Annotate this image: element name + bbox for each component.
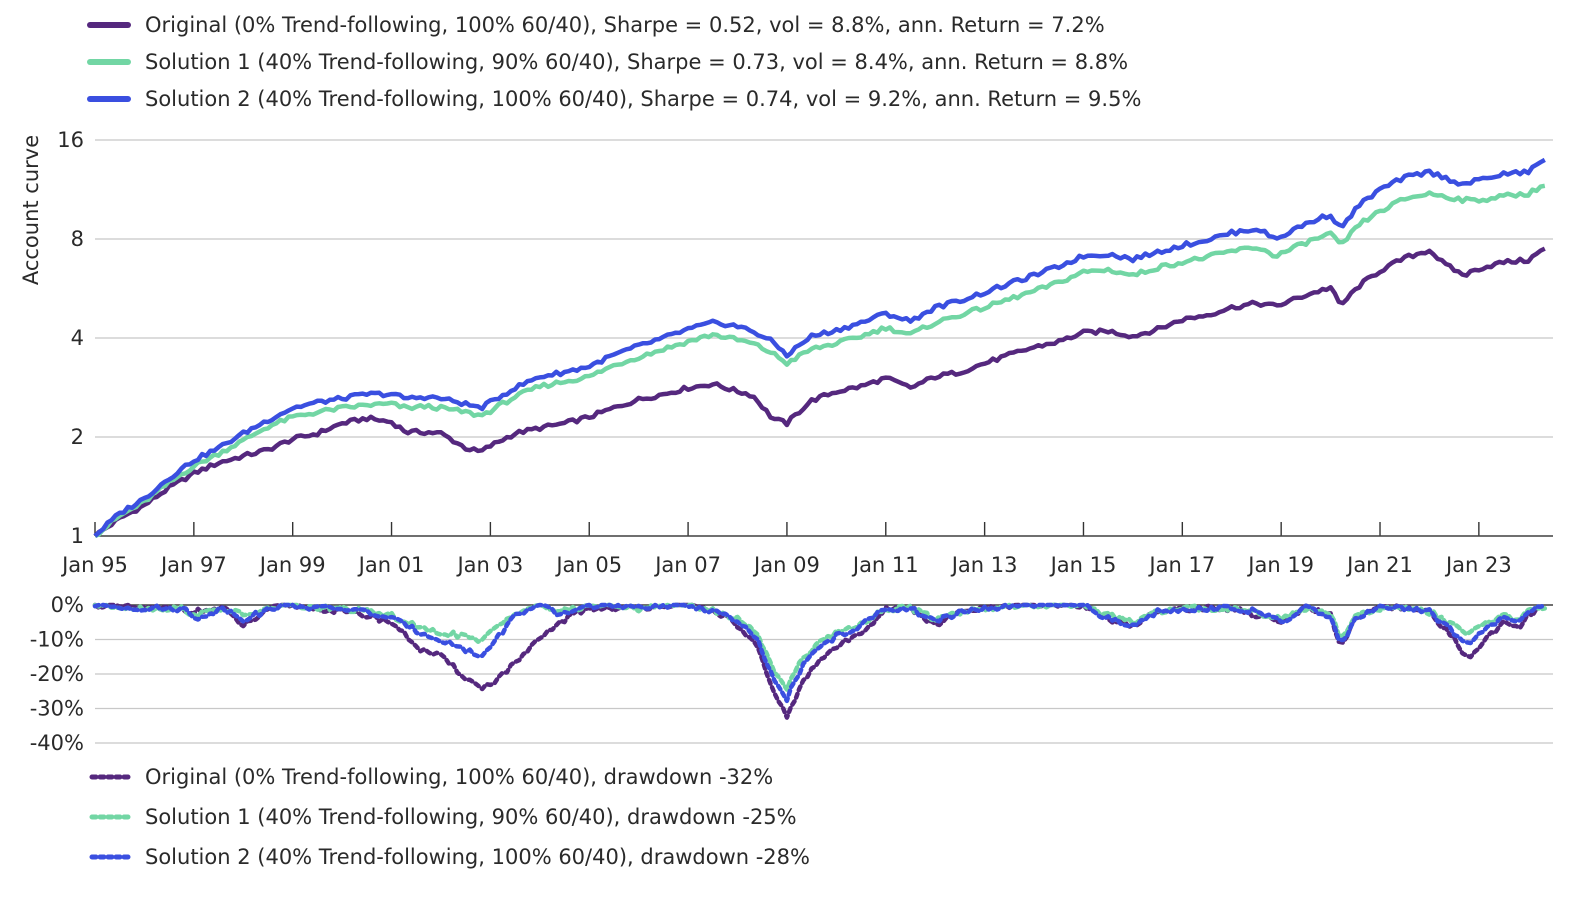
bottom-y-tick-5: -40%	[30, 731, 84, 755]
x-tick-4: Jan 01	[357, 553, 425, 577]
top-legend: Original (0% Trend-following, 100% 60/40…	[87, 13, 1141, 111]
top-series-line-2	[94, 183, 1546, 539]
top-gridlines	[95, 139, 1553, 537]
top-y-tick-8: 8	[71, 227, 84, 251]
bottom-y-tick-4: -30%	[30, 697, 84, 721]
x-tick-13: Jan 19	[1246, 553, 1314, 577]
bottom-y-tick-2: -10%	[30, 628, 84, 652]
top-y-tick-1: 1	[71, 524, 84, 548]
top-y-tick-16: 16	[57, 128, 84, 152]
bottom-legend-label-2: Solution 1 (40% Trend-following, 90% 60/…	[145, 805, 797, 829]
bottom-y-tick-1: 0%	[51, 593, 84, 617]
top-series-line-1	[93, 246, 1546, 538]
x-tick-14: Jan 21	[1345, 553, 1413, 577]
x-tick-9: Jan 11	[851, 553, 919, 577]
x-tick-8: Jan 09	[752, 553, 820, 577]
top-legend-label-1: Original (0% Trend-following, 100% 60/40…	[145, 13, 1105, 37]
bottom-y-tick-3: -20%	[30, 662, 84, 686]
top-y-tick-4: 4	[71, 326, 84, 350]
bottom-legend-label-1: Original (0% Trend-following, 100% 60/40…	[145, 765, 773, 789]
bottom-y-tick-labels: 0% -10% -20% -30% -40%	[30, 593, 84, 755]
top-legend-label-2: Solution 1 (40% Trend-following, 90% 60/…	[145, 50, 1128, 74]
x-tick-6: Jan 05	[554, 553, 622, 577]
bottom-series-line-1	[92, 602, 1548, 720]
x-tick-11: Jan 15	[1049, 553, 1117, 577]
bottom-series-lines	[92, 602, 1548, 720]
x-tick-7: Jan 07	[653, 553, 721, 577]
bottom-legend-label-3: Solution 2 (40% Trend-following, 100% 60…	[145, 845, 810, 869]
bottom-series-line-3	[92, 602, 1548, 704]
x-tick-2: Jan 97	[159, 553, 227, 577]
x-tick-15: Jan 23	[1444, 553, 1512, 577]
x-tick-3: Jan 99	[258, 553, 326, 577]
top-series-lines	[93, 157, 1546, 539]
bottom-legend: Original (0% Trend-following, 100% 60/40…	[89, 765, 810, 869]
top-legend-label-3: Solution 2 (40% Trend-following, 100% 60…	[145, 87, 1141, 111]
x-tick-12: Jan 17	[1147, 553, 1215, 577]
top-series-line-3	[93, 157, 1546, 538]
x-tick-5: Jan 03	[455, 553, 523, 577]
top-y-tick-2: 2	[71, 425, 84, 449]
x-tick-1: Jan 95	[60, 553, 128, 577]
x-tick-10: Jan 13	[950, 553, 1018, 577]
top-y-tick-labels: 1 2 4 8 16	[57, 128, 84, 548]
top-y-axis-title: Account curve	[19, 135, 43, 285]
x-tick-labels: Jan 95 Jan 97 Jan 99 Jan 01 Jan 03 Jan 05 Jan …	[60, 522, 1553, 577]
